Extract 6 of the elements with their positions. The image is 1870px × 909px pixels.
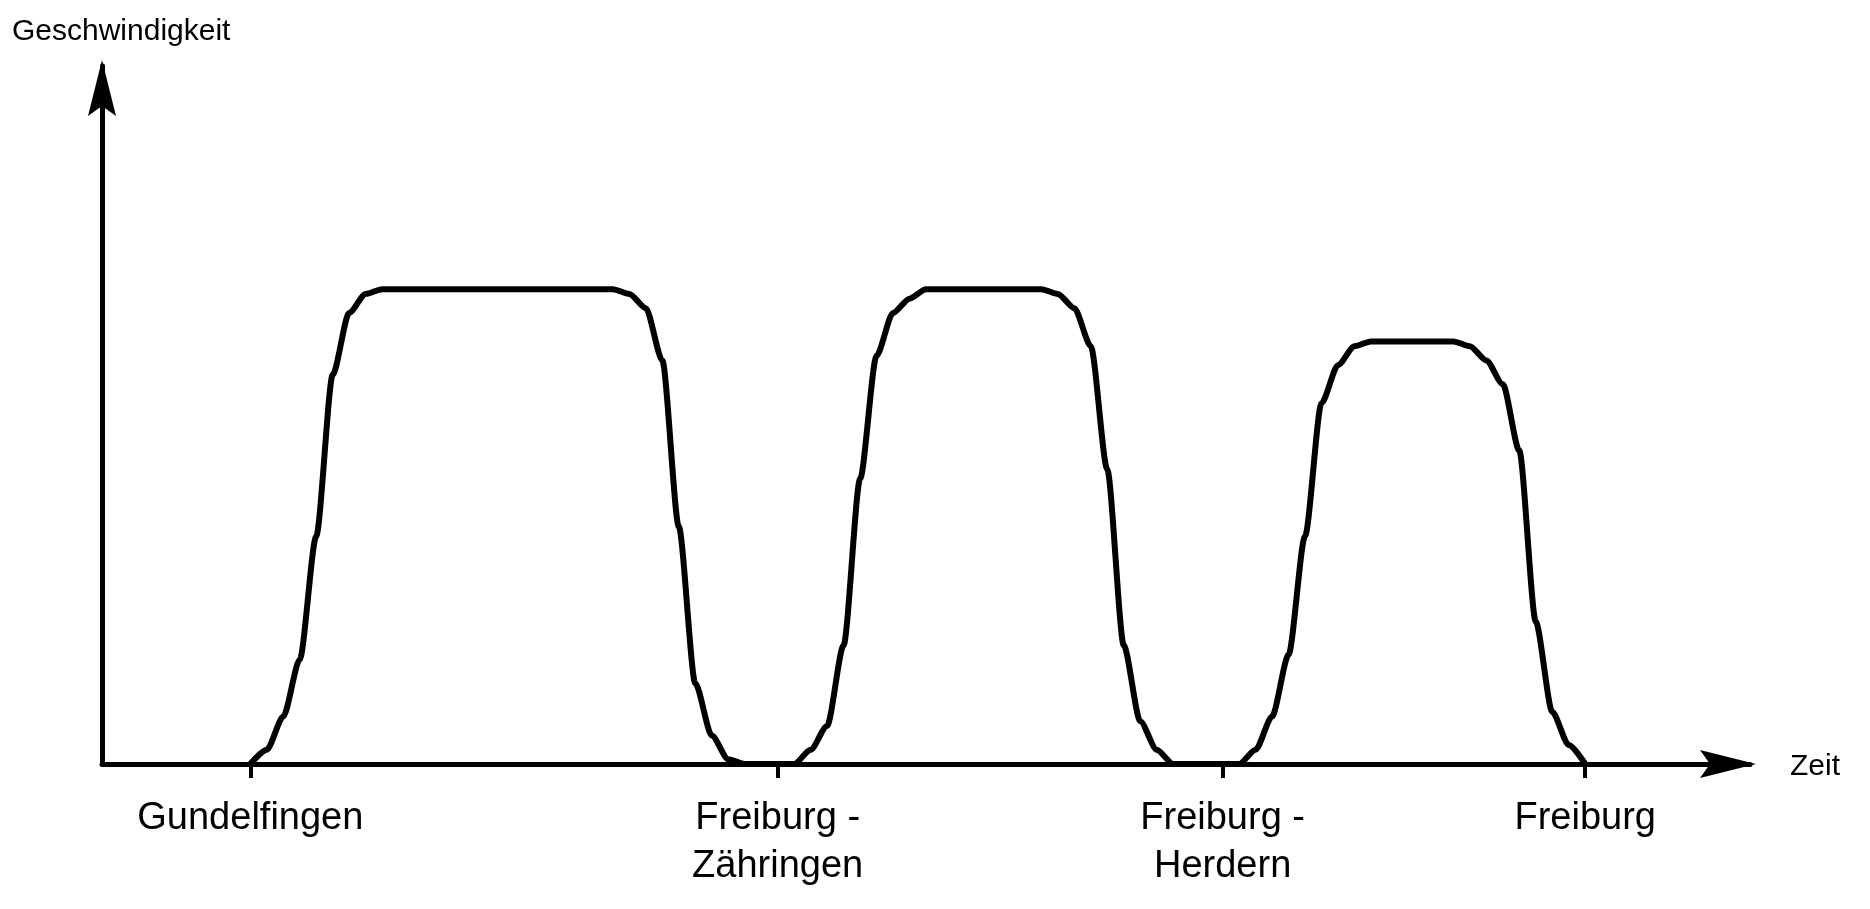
x-tick-label: Freiburg - Herdern: [1140, 795, 1305, 885]
x-tick-label: Gundelfingen: [137, 795, 364, 837]
x-axis-title: Zeit: [1790, 747, 1841, 781]
x-tick-label: Freiburg: [1514, 795, 1656, 837]
text: Geschwindigkeit: [12, 12, 232, 46]
x-tick-label: Freiburg - Zähringen: [692, 795, 864, 885]
